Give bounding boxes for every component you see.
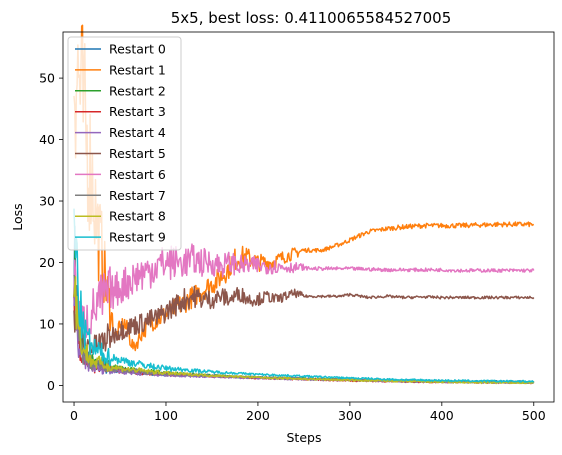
y-tick-label-0: 0 xyxy=(47,378,55,393)
axes: 0 100 200 300 400 500 0 10 20 30 40 50 xyxy=(39,31,555,423)
x-tick-label-1: 100 xyxy=(154,408,178,423)
y-tick-label-3: 30 xyxy=(39,194,55,209)
x-tick-label-0: 0 xyxy=(70,408,78,423)
y-tick-label-1: 10 xyxy=(39,316,55,331)
series-line-1 xyxy=(73,24,535,352)
x-tick-label-3: 300 xyxy=(338,408,362,423)
series-line-9 xyxy=(73,208,535,383)
y-tick-label-2: 20 xyxy=(39,255,55,270)
legend-label-0: Restart 0 xyxy=(109,42,166,57)
legend-label-9: Restart 9 xyxy=(109,230,166,245)
y-tick-label-4: 40 xyxy=(39,132,55,147)
y-tick-label-5: 50 xyxy=(39,71,55,86)
series-line-6 xyxy=(73,243,535,339)
series-line-8 xyxy=(73,276,535,385)
plot-area xyxy=(73,24,535,385)
legend-label-5: Restart 5 xyxy=(109,146,166,161)
legend-label-4: Restart 4 xyxy=(109,125,166,140)
chart-title: 5x5, best loss: 0.4110065584527005 xyxy=(171,9,452,27)
legend-label-7: Restart 7 xyxy=(109,188,166,203)
legend-label-8: Restart 8 xyxy=(109,209,166,224)
legend-label-3: Restart 3 xyxy=(109,104,166,119)
axes-frame xyxy=(62,31,555,403)
legend-label-6: Restart 6 xyxy=(109,167,166,182)
x-tick-label-5: 500 xyxy=(522,408,546,423)
legend-label-2: Restart 2 xyxy=(109,83,166,98)
x-tick-label-4: 400 xyxy=(430,408,454,423)
legend: Restart 0 Restart 1 Restart 2 Restart 3 Rest… xyxy=(67,36,182,251)
x-tick-label-2: 200 xyxy=(246,408,270,423)
y-axis-title: Loss xyxy=(10,203,25,230)
series-line-5 xyxy=(73,285,535,359)
x-axis-title: Steps xyxy=(287,430,322,445)
legend-label-1: Restart 1 xyxy=(109,62,166,77)
